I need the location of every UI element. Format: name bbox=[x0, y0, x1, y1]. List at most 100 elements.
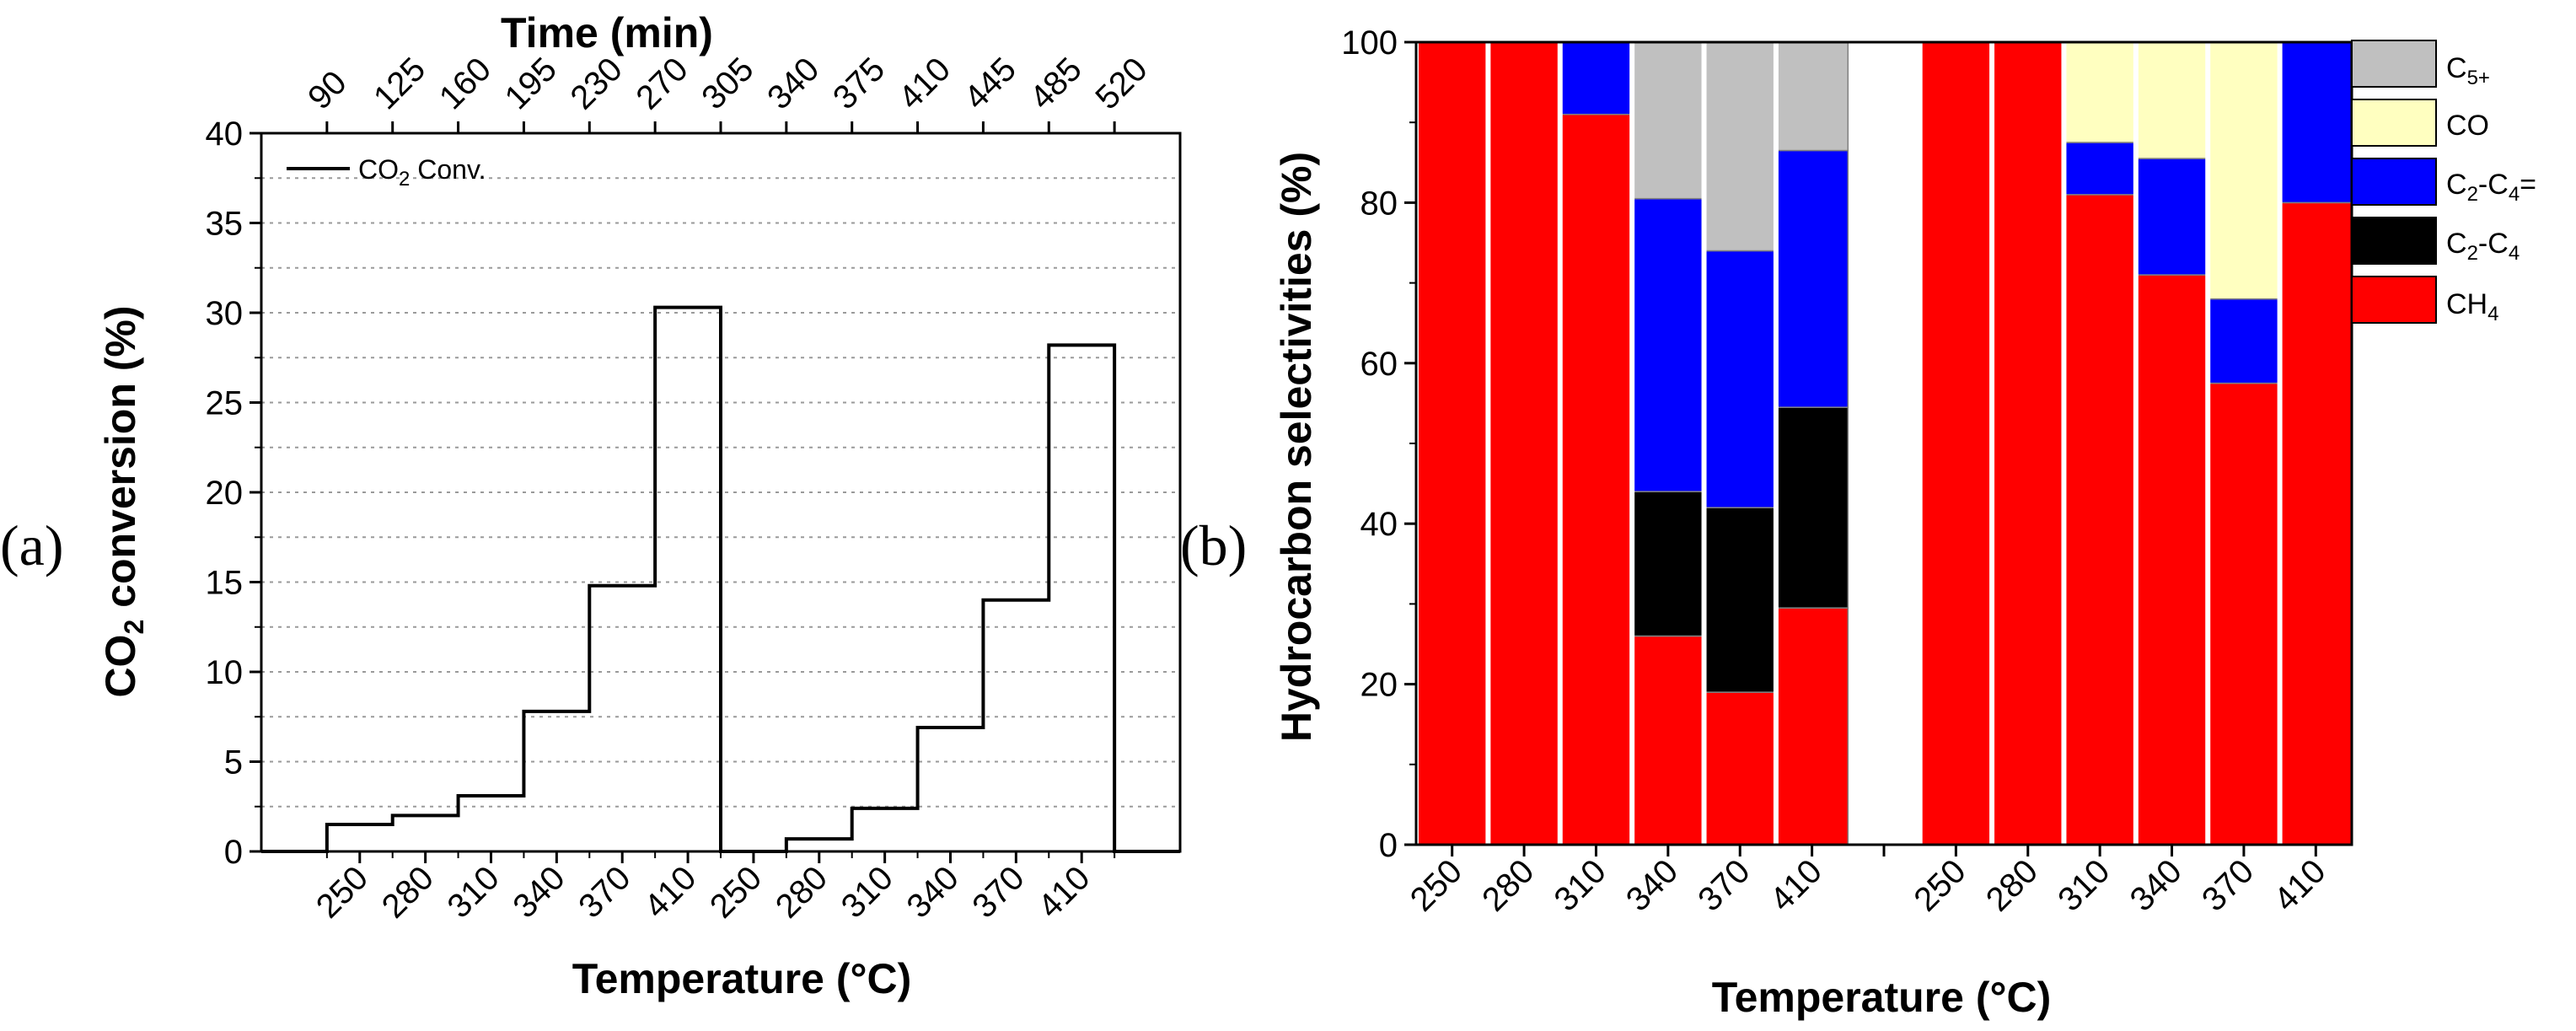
x-tick-label: 370 bbox=[2195, 852, 2261, 918]
bar-segment-ch4 bbox=[1775, 607, 1849, 846]
y-tick-label: 0 bbox=[224, 834, 243, 871]
legend-label-ch4: CH4 bbox=[2446, 288, 2498, 325]
bar-segment-co bbox=[2135, 41, 2208, 159]
panel-a-label: (a) bbox=[0, 513, 63, 577]
panel-a-co2-conversion: (a) CO2 conversion (%) Time (min) Temper… bbox=[0, 9, 1182, 1002]
bar-segment-co bbox=[2063, 41, 2137, 143]
panel-a-x-axis-title: Temperature (°C) bbox=[572, 955, 911, 1002]
bar-segment-c2-c4 bbox=[1703, 507, 1777, 693]
legend-swatch-c2-c4-olefins bbox=[2351, 158, 2437, 206]
x-tick-label: 410 bbox=[1763, 852, 1829, 918]
bar-segment-c2-c4- bbox=[1559, 41, 1633, 115]
bar-segment-c2-c4- bbox=[1703, 250, 1777, 508]
x-tick-label: 370 bbox=[572, 859, 637, 925]
panel-b-hydrocarbon-selectivities: (b) Hydrocarbon selectivities (%) Temper… bbox=[1180, 24, 2536, 1021]
y-tick-label: 15 bbox=[206, 565, 244, 602]
top-tick-label: 445 bbox=[958, 51, 1023, 116]
legend-swatch-c2-c4-paraffins bbox=[2351, 217, 2437, 265]
x-tick-label: 310 bbox=[1548, 852, 1613, 918]
bar-segment-ch4 bbox=[1991, 41, 2065, 846]
co2-conversion-step-line bbox=[261, 305, 1180, 853]
bar-segment-ch4 bbox=[1919, 41, 1993, 846]
legend-label-c2-c4-paraffins: C2-C4 bbox=[2446, 228, 2520, 265]
x-tick-label: 370 bbox=[1691, 852, 1757, 918]
bar-segment-ch4 bbox=[1559, 113, 1633, 846]
x-tick-label: 250 bbox=[703, 859, 769, 925]
panel-b-label: (b) bbox=[1180, 513, 1247, 577]
bar-segment-c5- bbox=[1631, 41, 1705, 200]
panel-a-plot-frame bbox=[260, 132, 1182, 853]
y-tick-label: 25 bbox=[206, 385, 244, 422]
top-tick-label: 195 bbox=[498, 51, 564, 116]
y-tick-label: 20 bbox=[206, 475, 244, 512]
y-tick-label: 20 bbox=[1360, 667, 1398, 704]
bar-segment-c2-c4- bbox=[2207, 298, 2281, 384]
bar-segment-c5- bbox=[1703, 41, 1777, 252]
x-tick-label: 410 bbox=[1031, 859, 1097, 925]
bar-segment-c2-c4- bbox=[2135, 158, 2208, 276]
panel-a-gridlines bbox=[261, 177, 1180, 808]
panel-b-stacked-bars bbox=[1414, 41, 2353, 846]
top-tick-label: 270 bbox=[629, 51, 695, 116]
bar-segment-ch4 bbox=[2278, 201, 2353, 846]
legend-label-co: CO bbox=[2446, 110, 2489, 142]
x-tick-label: 310 bbox=[835, 859, 900, 925]
bar-segment-c2-c4- bbox=[1631, 197, 1705, 492]
panel-b-plot-frame bbox=[1414, 40, 2353, 846]
x-tick-label: 250 bbox=[309, 859, 375, 925]
bar-segment-ch4 bbox=[1631, 635, 1705, 846]
legend-swatch-c5plus bbox=[2351, 40, 2437, 88]
bar-segment-c2-c4- bbox=[1775, 149, 1849, 408]
y-tick-label: 0 bbox=[1379, 827, 1398, 864]
x-tick-label: 340 bbox=[2123, 852, 2189, 918]
x-tick-label: 410 bbox=[2267, 852, 2332, 918]
x-tick-label: 340 bbox=[506, 859, 572, 925]
bar-segment-ch4 bbox=[1415, 41, 1489, 846]
x-tick-label: 280 bbox=[1475, 852, 1541, 918]
bar-segment-ch4 bbox=[1703, 691, 1777, 846]
x-tick-label: 310 bbox=[2051, 852, 2117, 918]
x-tick-label: 340 bbox=[1619, 852, 1685, 918]
bar-segment-ch4 bbox=[1487, 41, 1561, 846]
bar-segment-c5- bbox=[1775, 41, 1849, 152]
y-tick-label: 40 bbox=[1360, 506, 1398, 543]
y-tick-label: 5 bbox=[224, 744, 243, 781]
legend-swatch-ch4 bbox=[2351, 276, 2437, 324]
top-tick-label: 305 bbox=[695, 51, 760, 116]
panel-a-legend: CO2 Conv. bbox=[287, 154, 486, 191]
bar-segment-ch4 bbox=[2063, 194, 2137, 846]
y-tick-label: 80 bbox=[1360, 185, 1398, 222]
y-tick-label: 10 bbox=[206, 654, 244, 691]
bar-segment-c2-c4 bbox=[1631, 491, 1705, 637]
x-tick-label: 370 bbox=[965, 859, 1031, 925]
y-tick-label: 100 bbox=[1341, 24, 1398, 62]
top-tick-label: 375 bbox=[826, 51, 892, 116]
bar-segment-c2-c4- bbox=[2063, 142, 2137, 196]
x-tick-label: 280 bbox=[769, 859, 835, 925]
bar-segment-ch4 bbox=[2135, 274, 2208, 846]
bar-segment-ch4 bbox=[2207, 382, 2281, 846]
bar-segment-co bbox=[2207, 41, 2281, 300]
top-tick-label: 230 bbox=[564, 51, 630, 116]
top-tick-label: 485 bbox=[1023, 51, 1089, 116]
legend-label-co2-conv: CO2 Conv. bbox=[358, 154, 486, 191]
y-tick-label: 60 bbox=[1360, 346, 1398, 383]
bar-segment-c2-c4- bbox=[2278, 41, 2353, 204]
panel-a-y-axis-title: CO2 conversion (%) bbox=[97, 305, 149, 697]
x-tick-label: 280 bbox=[375, 859, 441, 925]
y-tick-label: 40 bbox=[206, 115, 244, 153]
bar-segment-c2-c4 bbox=[1775, 406, 1849, 609]
top-tick-label: 125 bbox=[367, 51, 432, 116]
panel-b-y-axis-title: Hydrocarbon selectivities (%) bbox=[1273, 152, 1320, 742]
x-tick-label: 310 bbox=[441, 859, 507, 925]
top-tick-label: 160 bbox=[432, 51, 498, 116]
legend-swatch-co bbox=[2351, 99, 2437, 147]
x-tick-label: 280 bbox=[1979, 852, 2045, 918]
panel-b-x-axis-title: Temperature (°C) bbox=[1712, 974, 2051, 1021]
top-tick-label: 410 bbox=[892, 51, 958, 116]
x-tick-label: 340 bbox=[900, 859, 966, 925]
legend-label-c5plus: C5+ bbox=[2446, 52, 2490, 89]
x-tick-label: 410 bbox=[637, 859, 703, 925]
